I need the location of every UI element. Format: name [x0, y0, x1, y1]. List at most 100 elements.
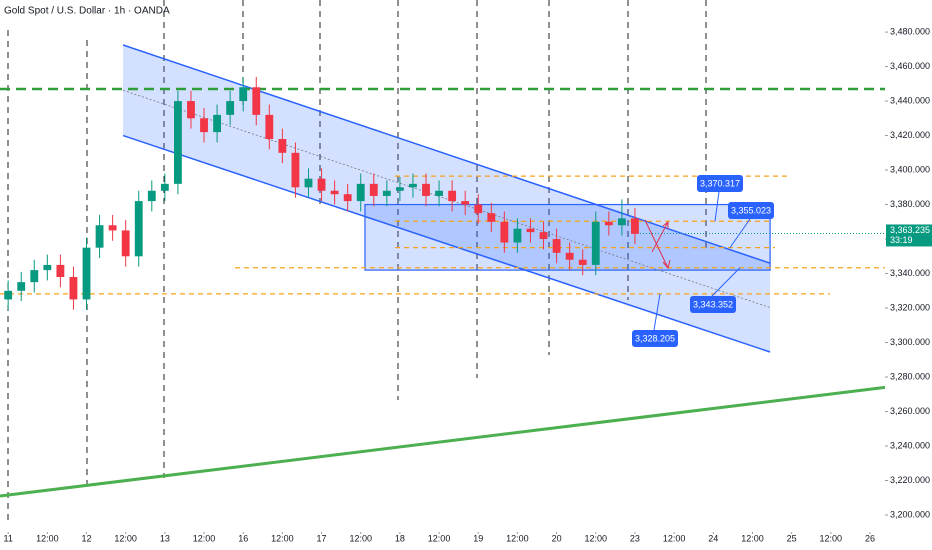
x-tick-label: 17 — [317, 533, 327, 543]
candle-body — [435, 190, 443, 196]
y-tick-label: 3,240.000 — [890, 440, 930, 450]
candle-body — [513, 228, 522, 243]
x-tick-label: 12:00 — [428, 533, 451, 543]
candle-body — [565, 252, 574, 260]
chart-title: Gold Spot / U.S. Dollar · 1h · OANDA — [4, 6, 170, 17]
candle-body — [330, 190, 339, 195]
price-axis — [885, 0, 932, 550]
candle-body — [291, 152, 300, 188]
x-tick-label: 12:00 — [741, 533, 764, 543]
candle-body — [17, 282, 26, 291]
y-tick-label: 3,340.000 — [890, 268, 930, 278]
price-label: 3,343.352 — [693, 299, 733, 309]
y-tick-label: 3,320.000 — [890, 302, 930, 312]
candle-body — [448, 190, 457, 202]
candle-body — [121, 230, 130, 257]
candle-body — [422, 183, 430, 196]
candle-body — [382, 190, 391, 196]
x-tick-label: 23 — [630, 533, 640, 543]
candle-body — [552, 239, 561, 253]
x-tick-label: 11 — [3, 533, 12, 543]
x-tick-label: 12:00 — [506, 533, 529, 543]
label-leader — [653, 293, 661, 331]
candle-body — [343, 194, 352, 202]
candle-body — [95, 225, 104, 248]
candle-body — [317, 178, 326, 191]
arrow-up — [651, 221, 669, 253]
candle-body — [160, 183, 169, 191]
arrow-head — [662, 259, 671, 270]
candle-body — [265, 114, 274, 140]
projection-arrows — [644, 219, 671, 270]
x-tick-label: 24 — [708, 533, 718, 543]
label-leader — [711, 267, 741, 297]
y-tick-label: 3,300.000 — [890, 337, 930, 347]
x-tick-label: 13 — [160, 533, 170, 543]
price-label: 3,370.317 — [700, 178, 740, 188]
price-label: 3,355.023 — [731, 205, 771, 215]
candle-body — [43, 264, 52, 271]
candle-body — [173, 101, 182, 184]
candle-body — [30, 270, 39, 283]
candles — [4, 76, 639, 310]
candle-body — [474, 204, 483, 214]
x-tick-label: 12:00 — [36, 533, 59, 543]
x-tick-label: 12:00 — [349, 533, 372, 543]
y-tick-label: 3,200.000 — [890, 509, 930, 519]
x-tick-label: 20 — [552, 533, 562, 543]
candle-body — [500, 221, 509, 243]
channel-line — [122, 134, 771, 353]
candle-body — [487, 213, 496, 222]
candle-body — [4, 290, 13, 300]
candle-body — [187, 101, 195, 119]
x-tick-label: 18 — [395, 533, 405, 543]
x-tick-label: 25 — [787, 533, 797, 543]
x-tick-label: 16 — [238, 533, 248, 543]
candle-body — [526, 228, 535, 233]
price-label-box — [690, 296, 736, 313]
countdown: 33:19 — [890, 235, 913, 245]
candle-body — [395, 187, 404, 191]
x-tick-label: 12:00 — [271, 533, 294, 543]
candle-body — [239, 87, 248, 102]
candle-body — [356, 183, 365, 202]
x-tick-label: 12:00 — [114, 533, 137, 543]
candle-body — [631, 218, 639, 234]
y-tick-label: 3,280.000 — [890, 371, 930, 381]
price-label-box — [728, 202, 774, 219]
candle-body — [304, 178, 313, 188]
price-label: 3,328.205 — [635, 333, 675, 343]
candle-body — [591, 221, 600, 265]
last-price-box — [886, 224, 932, 247]
drawings — [0, 44, 886, 498]
candle-body — [200, 118, 208, 133]
candle-body — [278, 139, 287, 153]
channel-line — [122, 44, 771, 264]
last-price: 3,363.235 — [890, 225, 930, 235]
y-tick-label: 3,260.000 — [890, 406, 930, 416]
candle-body — [82, 247, 91, 300]
candle-body — [108, 225, 117, 231]
x-tick-label: 12:00 — [193, 533, 216, 543]
x-tick-label: 12 — [82, 533, 92, 543]
x-tick-label: 19 — [473, 533, 483, 543]
candle-body — [226, 101, 235, 115]
price-label-box — [697, 175, 743, 192]
arrow-head — [662, 220, 669, 229]
x-tick-label: 26 — [865, 533, 875, 543]
candle-body — [369, 183, 378, 196]
candle-body — [409, 183, 417, 188]
candle-body — [69, 276, 78, 300]
candle-body — [617, 218, 626, 226]
candle-body — [213, 114, 222, 133]
candle-body — [461, 201, 470, 205]
candle-body — [147, 190, 156, 202]
y-tick-label: 3,220.000 — [890, 475, 930, 485]
y-tick-label: 3,420.000 — [890, 130, 930, 140]
channel-midline — [122, 89, 771, 308]
trendline — [0, 385, 886, 498]
candle-body — [539, 232, 548, 240]
y-tick-label: 3,400.000 — [890, 164, 930, 174]
